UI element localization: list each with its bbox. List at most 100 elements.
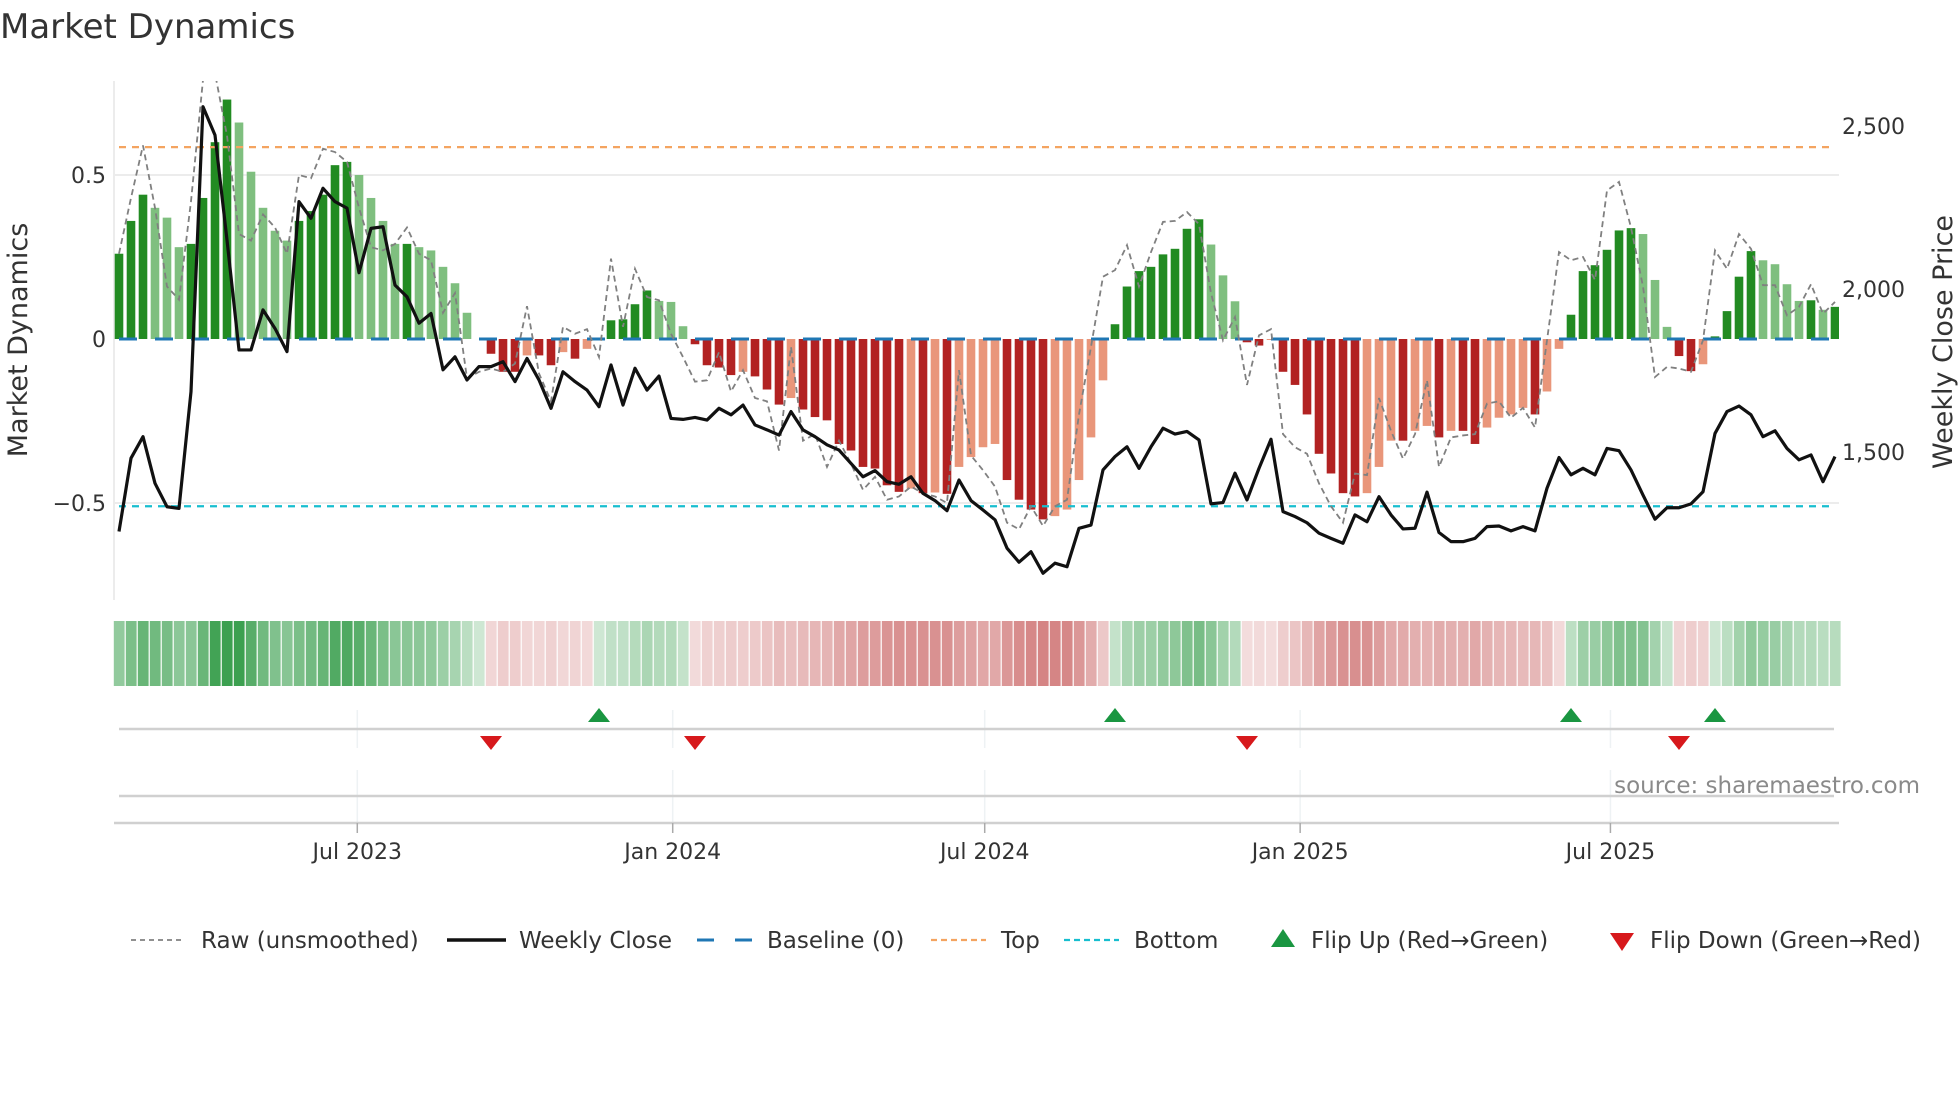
heatmap-cell [593,621,605,686]
heatmap-cell [1625,621,1637,686]
dynamics-bar [1458,339,1468,431]
dynamics-bar [858,339,868,467]
heatmap-cell [1469,621,1481,686]
heatmap-cell [641,621,653,686]
dynamics-bar [1014,339,1024,500]
flip-up-marker [588,708,610,722]
heatmap-cell [1601,621,1613,686]
heatmap-cell [161,621,173,686]
dynamics-bar [378,220,388,339]
y2-tick-label: 2,000 [1842,278,1905,303]
heatmap-cell [557,621,569,686]
heatmap-cell [785,621,797,686]
dynamics-bar [1614,230,1624,339]
dynamics-bar [306,211,316,339]
legend-label: Baseline (0) [767,928,904,954]
heatmap-cell [1085,621,1097,686]
heatmap-cell [1421,621,1433,686]
dynamics-bar [1038,339,1048,520]
heatmap-cell [1373,621,1385,686]
x-tick-label: Jul 2023 [311,840,403,865]
heatmap-cell [281,621,293,686]
heatmap-cell [1037,621,1049,686]
heatmap-cell [1313,621,1325,686]
dynamics-bar [1530,339,1540,415]
dynamics-bar [186,243,196,339]
heatmap-cell [485,621,497,686]
heatmap-cell [437,621,449,686]
heatmap-cell [1109,621,1121,686]
dynamics-bar [222,99,232,339]
dynamics-bar [534,339,544,356]
dynamics-bar [846,339,856,451]
dynamics-bar [270,230,280,339]
dynamics-bar [978,339,988,448]
flip-down-marker [684,736,706,750]
dynamics-bar [198,197,208,339]
dynamics-bar [390,243,400,339]
heatmap-cell [1001,621,1013,686]
heatmap-cell [929,621,941,686]
heatmap-cell [869,621,881,686]
flip-up-marker [1704,708,1726,722]
dynamics-bar [1218,275,1228,339]
dynamics-bar [1590,265,1600,339]
heatmap-cell [629,621,641,686]
dynamics-bar [1818,309,1828,339]
heatmap-cell [209,621,221,686]
heatmap-cell [377,621,389,686]
flip-up-marker [1560,708,1582,722]
dynamics-bar [630,304,640,339]
dynamics-bar [870,339,880,469]
dynamics-bar [1734,276,1744,339]
dynamics-bar [1134,271,1144,339]
heatmap-cell [245,621,257,686]
heatmap-cell [1517,621,1529,686]
heatmap-cell [185,621,197,686]
heatmap-cell [269,621,281,686]
dynamics-bar [294,220,304,339]
dynamics-bar [654,300,664,339]
heatmap-cell [293,621,305,686]
raw-line [118,81,1836,531]
dynamics-bar [1086,339,1096,438]
legend-item-bottom: Bottom [1064,928,1218,954]
dynamics-bar [486,339,496,354]
dynamics-bar [1482,339,1492,428]
dynamics-bar [1098,339,1108,381]
heatmap-cell [773,621,785,686]
dynamics-bar [258,207,268,339]
dynamics-bar [798,339,808,410]
heatmap-cell [881,621,893,686]
heatmap-cell [1277,621,1289,686]
heatmap-cell [905,621,917,686]
dynamics-bar [1146,266,1156,339]
dynamics-bar [1578,271,1588,339]
dynamics-bar [1758,260,1768,339]
dynamics-bar [1182,228,1192,339]
dynamics-bar [438,266,448,339]
heatmap-cell [509,621,521,686]
heatmap-cell [581,621,593,686]
heatmap-cell [317,621,329,686]
heatmap-cell [461,621,473,686]
dynamics-bar [726,339,736,376]
dynamics-bar [1350,339,1360,497]
heatmap-cell [737,621,749,686]
heatmap-cell [1721,621,1733,686]
dynamics-bar [1554,339,1564,349]
dynamics-bar [1446,339,1456,431]
heatmap-cell [1061,621,1073,686]
dynamics-bar [966,339,976,458]
dynamics-bar [1722,311,1732,339]
dynamics-bar [1830,306,1839,339]
heatmap-cell [1217,621,1229,686]
heatmap-cell [1769,621,1781,686]
heatmap-cell [1661,621,1673,686]
heatmap-cell [1829,621,1841,686]
dynamics-bar [450,283,460,339]
dynamics-bar [786,339,796,399]
dynamics-bar [1362,339,1372,494]
heatmap-cell [545,621,557,686]
heatmap-cell [857,621,869,686]
